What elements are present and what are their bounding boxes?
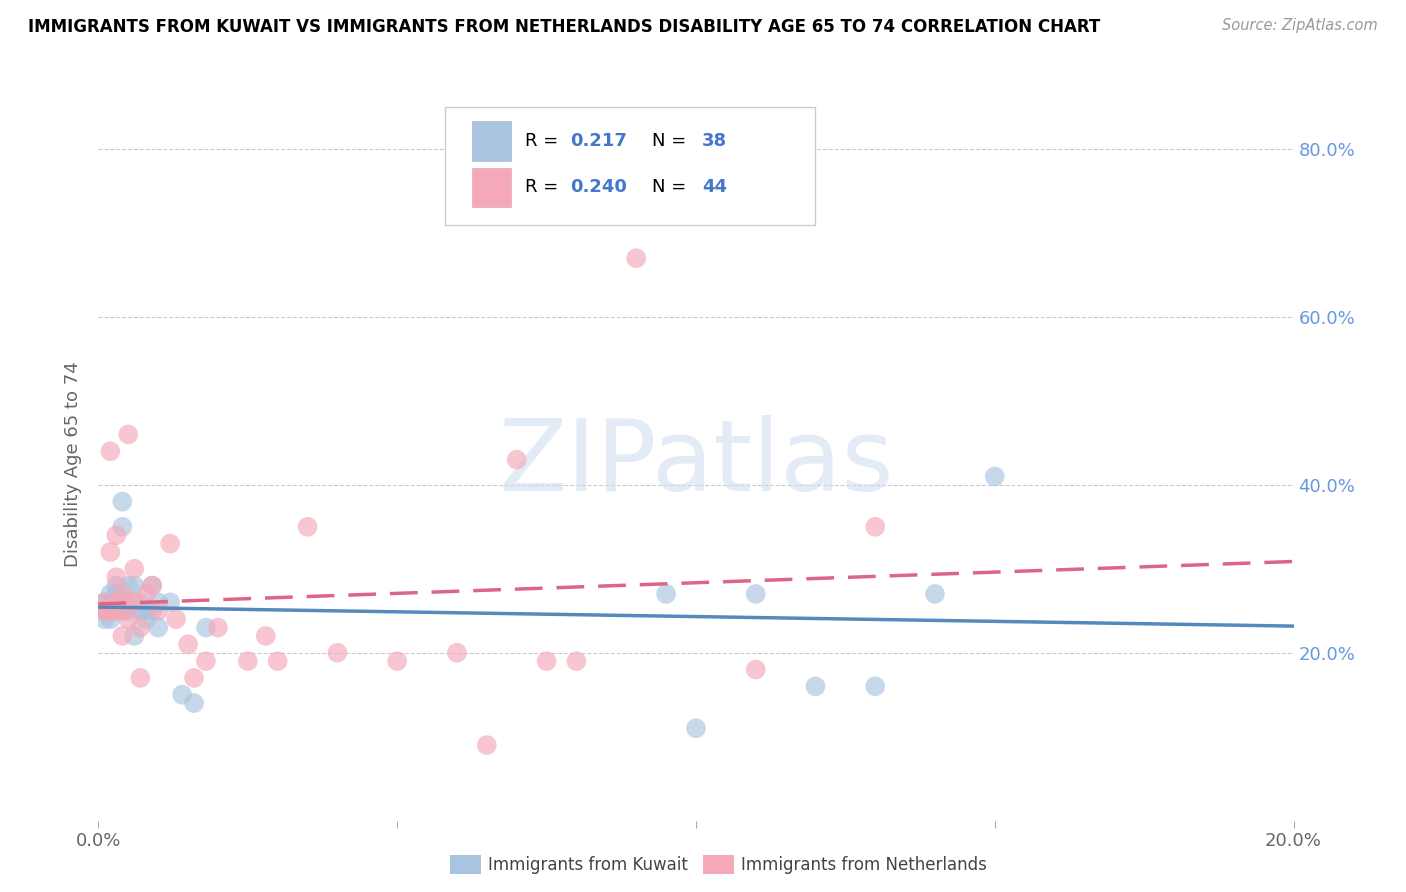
Text: N =: N = (652, 132, 692, 150)
Point (129, 595, 152, 609)
Point (129, 604, 152, 618)
Point (93, 604, 115, 618)
Point (105, 604, 128, 618)
Text: Immigrants from Kuwait: Immigrants from Kuwait (488, 856, 688, 874)
Point (100, 604, 122, 618)
Point (105, 587, 128, 601)
Point (117, 612, 139, 626)
Point (183, 696, 205, 710)
Point (141, 578, 163, 592)
Point (326, 646, 349, 660)
Point (148, 604, 170, 618)
Point (745, 587, 768, 601)
Point (159, 536, 181, 550)
Point (745, 663, 768, 677)
Point (984, 469, 1007, 483)
Point (111, 604, 134, 618)
Point (141, 578, 163, 592)
Text: R =: R = (524, 178, 564, 196)
Point (111, 604, 134, 618)
Point (124, 629, 146, 643)
Point (124, 595, 146, 609)
Point (172, 688, 194, 702)
Point (117, 595, 139, 609)
Point (124, 562, 146, 576)
Point (129, 671, 152, 685)
Point (865, 520, 887, 534)
Point (111, 520, 134, 534)
Point (100, 545, 122, 559)
Point (254, 629, 277, 643)
Point (655, 587, 678, 601)
Point (165, 612, 187, 626)
Point (565, 654, 588, 668)
Point (117, 427, 139, 442)
Text: Source: ZipAtlas.com: Source: ZipAtlas.com (1222, 18, 1378, 33)
Text: 0.217: 0.217 (571, 132, 627, 150)
Point (111, 629, 134, 643)
Point (117, 595, 139, 609)
Point (124, 578, 146, 592)
Point (159, 595, 181, 609)
Point (105, 528, 128, 542)
Text: ZIPatlas: ZIPatlas (498, 416, 894, 512)
Point (148, 595, 170, 609)
Point (93, 612, 115, 626)
Point (385, 654, 409, 668)
FancyBboxPatch shape (444, 107, 815, 225)
Point (93, 604, 115, 618)
Point (685, 721, 707, 735)
Point (148, 621, 170, 635)
Point (105, 595, 128, 609)
Point (100, 444, 122, 458)
Point (93, 595, 115, 609)
Point (111, 494, 134, 508)
Text: IMMIGRANTS FROM KUWAIT VS IMMIGRANTS FROM NETHERLANDS DISABILITY AGE 65 TO 74 CO: IMMIGRANTS FROM KUWAIT VS IMMIGRANTS FRO… (28, 18, 1101, 36)
Point (195, 654, 218, 668)
Text: N =: N = (652, 178, 692, 196)
Point (506, 452, 529, 467)
Text: Immigrants from Netherlands: Immigrants from Netherlands (741, 856, 987, 874)
Text: 44: 44 (702, 178, 727, 196)
Text: 0.240: 0.240 (571, 178, 627, 196)
Point (117, 578, 139, 592)
Point (135, 604, 157, 618)
Point (804, 679, 827, 693)
Point (93, 604, 115, 618)
Point (195, 621, 218, 635)
Point (100, 604, 122, 618)
Point (105, 604, 128, 618)
Point (626, 251, 648, 265)
Point (536, 654, 558, 668)
Point (207, 621, 229, 635)
Text: R =: R = (524, 132, 564, 150)
Point (100, 595, 122, 609)
Text: 38: 38 (702, 132, 727, 150)
Point (924, 587, 946, 601)
Point (183, 671, 205, 685)
Y-axis label: Disability Age 65 to 74: Disability Age 65 to 74 (65, 361, 83, 566)
Point (105, 595, 128, 609)
Point (141, 604, 163, 618)
Point (105, 570, 128, 584)
Point (93, 595, 115, 609)
Point (100, 587, 122, 601)
Point (105, 578, 128, 592)
Point (865, 679, 887, 693)
Point (475, 738, 498, 752)
Bar (472, 121, 510, 161)
Bar (472, 168, 510, 207)
Point (177, 637, 200, 651)
Point (135, 587, 157, 601)
Point (135, 612, 157, 626)
Point (111, 587, 134, 601)
Point (267, 654, 290, 668)
Point (236, 654, 259, 668)
Point (100, 604, 122, 618)
Point (297, 520, 319, 534)
Point (446, 646, 468, 660)
Point (100, 612, 122, 626)
Point (129, 621, 152, 635)
Point (117, 604, 139, 618)
